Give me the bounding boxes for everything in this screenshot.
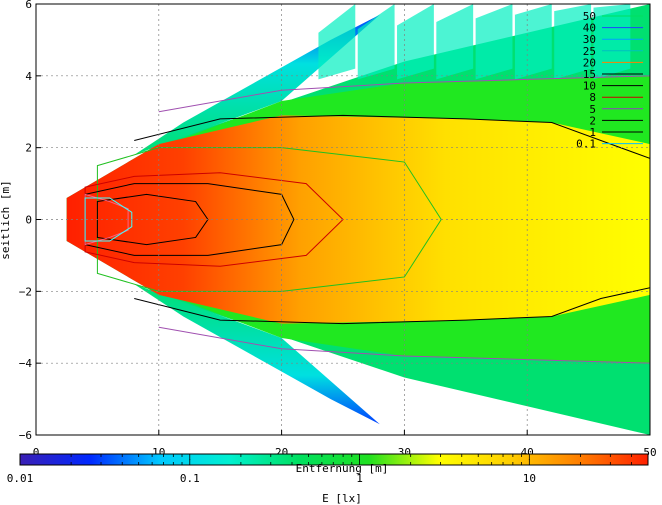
y-axis-ticks: 6 4 2 0 −2 −4 −6 [19,0,41,442]
legend-label: 1 [589,126,596,139]
contour-line-10 [84,172,344,267]
legend-label: 50 [583,10,596,23]
y-tick-label: 6 [25,0,32,11]
y-axis-label: seitlich [m] [0,180,12,259]
field-sawtooth [514,4,552,80]
field-sawtooth [554,4,592,80]
contour-line-5 [96,147,442,292]
colorbar-tick-label: 0.01 [7,472,34,485]
y-tick-label: 4 [25,70,32,83]
grid-lines [36,4,650,435]
legend-label: 15 [583,68,596,81]
legend-label: 30 [583,33,596,46]
legend-label: 8 [589,91,596,104]
y-tick-label: −6 [19,429,32,442]
field-sawtooth [318,4,356,80]
y-tick-label: 0 [25,214,32,227]
contour-lines [84,75,650,364]
field-sawtooth [436,4,474,80]
contour-line-15 [84,183,295,256]
legend-label: 2 [589,114,596,127]
contour-line-25 [84,193,129,246]
legend-label: 40 [583,22,596,35]
legend-label: 5 [589,103,596,116]
colorbar-ticks: 0.01 0.1 1 10 [7,454,649,485]
contour-line-30 [84,197,133,242]
contour-line-1 [134,287,650,325]
colorbar-label: E [lx] [322,492,362,505]
colorbar-tick-label: 10 [523,472,536,485]
field-sawtooth [397,4,434,80]
colorbar-tick-label: 0.1 [180,472,200,485]
legend-label: 10 [583,80,596,93]
field-sawtooth [475,4,513,80]
field-sawtooth [357,4,395,80]
legend-label: 20 [583,56,596,69]
legend-label: 0.1 [576,138,596,151]
colorbar: 0.01 0.1 1 10 [7,453,649,485]
y-tick-label: −4 [19,357,33,370]
field-region-core [66,115,650,324]
x-axis-label: Entfernung [m] [296,462,389,475]
colorbar-tick-label: 1 [356,472,363,485]
legend-label: 25 [583,45,596,58]
x-tick-label: 0 [33,446,40,459]
contour-line-0.1 [158,75,650,113]
contour-line-1 [134,114,650,159]
field-sawtooth [593,4,631,80]
y-tick-label: 2 [25,142,32,155]
y-tick-label: −2 [19,285,32,298]
field-region-fringe-bottom [134,284,380,425]
